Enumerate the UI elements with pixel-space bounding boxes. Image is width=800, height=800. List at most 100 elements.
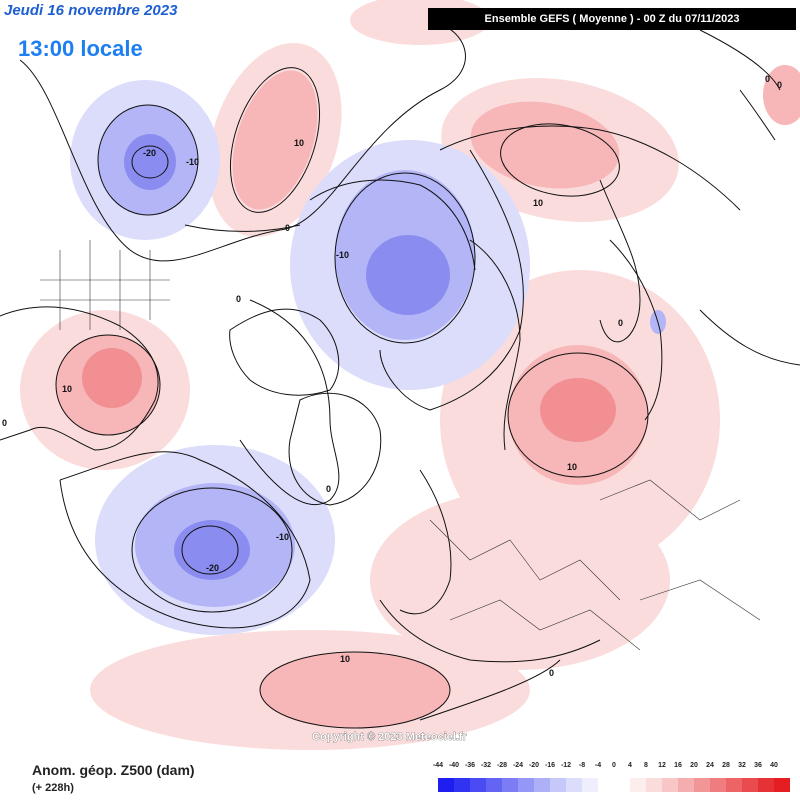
coast-greenland bbox=[288, 392, 382, 506]
contour-usa-p10 bbox=[55, 334, 161, 436]
legend-swatch bbox=[694, 778, 710, 792]
legend-swatch bbox=[534, 778, 550, 792]
contour-zero-greenland bbox=[239, 299, 340, 506]
legend-tick-label: -8 bbox=[578, 762, 586, 769]
anomaly-usa-core bbox=[82, 348, 142, 408]
coast-siberia-arctic bbox=[309, 179, 476, 271]
label-sahara-high: 10 bbox=[340, 654, 350, 664]
legend-swatch bbox=[486, 778, 502, 792]
borders bbox=[40, 240, 761, 651]
coast-russia-arctic bbox=[469, 239, 521, 451]
legend-swatch bbox=[550, 778, 566, 792]
legend-swatch bbox=[566, 778, 582, 792]
legend-tick-label: 28 bbox=[722, 762, 730, 769]
contour-labels: -20 -10 10 -10 10 0 10 0 10 0 -20 -10 0 … bbox=[2, 74, 782, 678]
legend-swatch bbox=[758, 778, 774, 792]
label-west-zero: 0 bbox=[236, 294, 241, 304]
contour-arctic-m10 bbox=[334, 172, 476, 344]
label-usa-zero: 0 bbox=[2, 418, 7, 428]
legend-bar bbox=[438, 778, 790, 792]
legend-tick-label: -32 bbox=[480, 762, 492, 769]
border-asia-b bbox=[639, 579, 761, 621]
legend-swatch bbox=[438, 778, 454, 792]
legend-swatch bbox=[742, 778, 758, 792]
anomaly-russia-core bbox=[540, 378, 616, 442]
border-us-states bbox=[40, 240, 170, 330]
legend-tick-label: -24 bbox=[512, 762, 524, 769]
border-europe-b bbox=[449, 599, 641, 651]
label-usa-high: 10 bbox=[62, 384, 72, 394]
label-alaska-low: -20 bbox=[143, 148, 156, 158]
legend-swatch bbox=[598, 778, 614, 792]
legend-swatch bbox=[582, 778, 598, 792]
label-atlantic-ring: -10 bbox=[276, 532, 289, 542]
variable-label: Anom. géop. Z500 (dam) bbox=[32, 762, 195, 778]
anomaly-arctic-core bbox=[366, 235, 450, 315]
legend-tick-label: -44 bbox=[432, 762, 444, 769]
contour-russia-p10 bbox=[507, 352, 649, 478]
contour-zero-russia bbox=[599, 179, 641, 343]
legend-swatch bbox=[518, 778, 534, 792]
contour-zero-atlantic bbox=[59, 451, 311, 629]
legend-tick-label: 20 bbox=[690, 762, 698, 769]
label-atlantic-low: -20 bbox=[206, 563, 219, 573]
coastlines bbox=[0, 89, 800, 663]
legend-tick-label: -4 bbox=[594, 762, 602, 769]
contour-npac-p10 bbox=[229, 67, 321, 213]
coast-far-east-upper bbox=[739, 89, 776, 141]
lead-time: (+ 228h) bbox=[32, 782, 74, 794]
anomaly-alaska-core bbox=[124, 134, 176, 190]
legend-tick-label: 0 bbox=[612, 762, 616, 769]
coast-far-east-lower bbox=[699, 309, 800, 366]
legend-swatch bbox=[662, 778, 678, 792]
contour-zero-north bbox=[19, 19, 466, 262]
label-siberia-zero: 0 bbox=[765, 74, 770, 84]
label-alaska-ring: -10 bbox=[186, 157, 199, 167]
border-asia-a bbox=[599, 479, 741, 521]
legend-ticks: -44 -40 -36 -32 -28 -24 -20 -16 -12 -8 -4 0 4 8 12 16 20… bbox=[430, 762, 782, 776]
legend-tick-label: -16 bbox=[544, 762, 556, 769]
legend-swatch bbox=[726, 778, 742, 792]
label-greenland-zero: 0 bbox=[326, 484, 331, 494]
forecast-date: Jeudi 16 novembre 2023 bbox=[4, 2, 178, 19]
anomaly-npac-inner bbox=[232, 70, 318, 210]
coast-east-asia bbox=[439, 125, 741, 211]
border-europe-a bbox=[429, 519, 621, 601]
local-time: 13:00 locale bbox=[18, 36, 143, 61]
legend-swatch bbox=[630, 778, 646, 792]
label-siberia-high: 10 bbox=[533, 198, 543, 208]
contour-atlantic-m20 bbox=[181, 525, 239, 575]
legend-swatch bbox=[502, 778, 518, 792]
color-legend: -44 -40 -36 -32 -28 -24 -20 -16 -12 -8 -4 0 4 8 12 16 20… bbox=[430, 762, 790, 798]
contours bbox=[19, 19, 781, 729]
contour-zero-africa bbox=[419, 659, 561, 721]
contour-alaska-m10 bbox=[97, 104, 199, 216]
legend-tick-label: -36 bbox=[464, 762, 476, 769]
label-africa-zero: 0 bbox=[549, 668, 554, 678]
anomaly-atlantic-core bbox=[174, 520, 250, 580]
label-far-east-zero: 0 bbox=[777, 80, 782, 90]
legend-tick-label: 16 bbox=[674, 762, 682, 769]
legend-tick-label: -20 bbox=[528, 762, 540, 769]
legend-tick-label: -28 bbox=[496, 762, 508, 769]
anomaly-sahara-inner bbox=[260, 652, 450, 728]
footer: Anom. géop. Z500 (dam) (+ 228h) -44 -4 0 -3… bbox=[0, 758, 800, 800]
legend-tick-label: -12 bbox=[560, 762, 572, 769]
contour-zero-arctic bbox=[379, 149, 524, 411]
label-russia-high: 10 bbox=[567, 462, 577, 472]
coast-canadian-arctic bbox=[229, 308, 340, 396]
coast-north-america bbox=[0, 306, 159, 451]
anomaly-far-east bbox=[763, 65, 800, 125]
coast-mediterranean bbox=[379, 599, 601, 663]
legend-tick-label: 32 bbox=[738, 762, 746, 769]
legend-swatch bbox=[646, 778, 662, 792]
label-ne-pac-zero: 0 bbox=[285, 223, 290, 233]
contour-sahara-p10 bbox=[259, 651, 451, 729]
contour-atlantic-m10 bbox=[131, 487, 293, 613]
legend-tick-label: 40 bbox=[770, 762, 778, 769]
copyright-text: Copyright © 2023 Meteociel.fr bbox=[312, 731, 468, 743]
legend-tick-label: 36 bbox=[754, 762, 762, 769]
legend-swatch bbox=[470, 778, 486, 792]
legend-swatch bbox=[678, 778, 694, 792]
contour-zero-far-east bbox=[699, 29, 781, 91]
